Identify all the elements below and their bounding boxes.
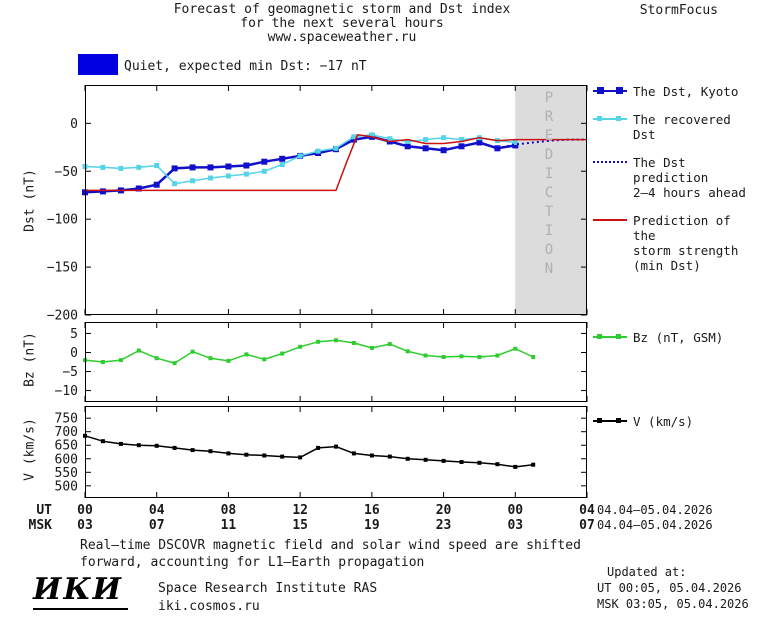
bz-nt-gsm-: [83, 338, 536, 366]
updated-msk-time: MSK 03:05, 05.04.2026: [597, 597, 749, 611]
y-tick-label: 650: [55, 439, 78, 454]
dotted-line-icon: [593, 156, 627, 168]
y-tick-label: 700: [55, 425, 78, 440]
y-tick-label: 750: [55, 412, 78, 427]
v-km-s-: [83, 433, 536, 469]
ut-tick-label: 00: [507, 503, 523, 518]
msk-tick-label: 23: [436, 518, 452, 533]
bz-legend: Bz (nT, GSM): [593, 330, 723, 345]
y-tick-label: −150: [47, 261, 78, 276]
panel-frame: [85, 322, 587, 402]
msk-tick-label: 19: [364, 518, 380, 533]
msk-date-range: 04.04–05.04.2026: [597, 518, 713, 532]
ut-tick-label: 20: [436, 503, 452, 518]
legend-label-storm-prediction: Prediction of the storm strength (min Ds…: [633, 213, 760, 273]
y-tick-label: 5: [70, 327, 78, 342]
msk-tick-label: 03: [77, 518, 93, 533]
legend-label-recovered-dst: The recovered Dst: [633, 112, 731, 142]
ut-row-label: UT: [36, 503, 52, 518]
y-tick-label: 0: [70, 117, 78, 132]
v-legend: V (km/s): [593, 414, 693, 429]
recovered-dst-line-icon: [593, 113, 627, 125]
y-tick-label: −100: [47, 213, 78, 228]
y-tick-label: 500: [55, 479, 78, 494]
y-tick-label: 550: [55, 466, 78, 481]
ut-tick-label: 04: [149, 503, 165, 518]
red-line-icon: [593, 214, 627, 226]
v-axis-label: V (km/s): [22, 418, 38, 481]
legend-label-dst-kyoto: The Dst, Kyoto: [633, 84, 739, 99]
y-tick-label: 0: [70, 346, 78, 361]
iki-site-url: iki.cosmos.ru: [158, 599, 260, 614]
legend-label-storm-line3: (min Dst): [633, 258, 701, 273]
the-recovered-dst: [82, 132, 518, 187]
propagation-note: Real–time DSCOVR magnetic field and sola…: [80, 537, 581, 571]
iki-logo: ИКИ: [33, 572, 128, 610]
title-line-1: Forecast of geomagnetic storm and Dst in…: [173, 2, 511, 17]
msk-tick-label: 07: [149, 518, 165, 533]
ut-tick-label: 12: [292, 503, 308, 518]
legend-label-dst-prediction-line1: The Dst prediction: [633, 155, 709, 185]
spaceweather-url: www.spaceweather.ru: [267, 30, 417, 45]
note-line-2: forward, accounting for L1–Earth propaga…: [80, 555, 425, 570]
status-swatch: [78, 54, 118, 75]
prediction-band-label: PREDICTION: [541, 90, 557, 280]
msk-tick-label: 11: [221, 518, 237, 533]
title-line-2: for the next several hours: [240, 16, 444, 31]
ut-tick-label: 00: [77, 503, 93, 518]
legend-item-dst-prediction: The Dst prediction 2–4 hours ahead: [593, 155, 760, 200]
updated-at-label: Updated at:: [607, 565, 687, 579]
institute-name: Space Research Institute RAS: [158, 581, 378, 596]
msk-row-label: MSK: [29, 518, 53, 533]
dst-legend: The Dst, Kyoto The recovered Dst The Dst…: [593, 84, 760, 273]
legend-label-v: V (km/s): [633, 414, 694, 429]
v-line-icon: [593, 415, 627, 427]
y-tick-label: 600: [55, 452, 78, 467]
legend-label-dst-prediction: The Dst prediction 2–4 hours ahead: [633, 155, 760, 200]
dst-kyoto-line-icon: [593, 85, 627, 97]
updated-ut-time: UT 00:05, 05.04.2026: [597, 581, 742, 595]
legend-item-recovered-dst: The recovered Dst: [593, 112, 760, 142]
page-title: Forecast of geomagnetic storm and Dst in…: [0, 3, 684, 45]
y-tick-label: −50: [55, 165, 78, 180]
y-tick-label: −10: [55, 384, 78, 399]
ut-date-range: 04.04–05.04.2026: [597, 503, 713, 517]
note-line-1: Real–time DSCOVR magnetic field and sola…: [80, 538, 581, 553]
panel-frame: [85, 85, 587, 315]
msk-tick-label: 15: [292, 518, 308, 533]
prediction-of-the-storm-strength-min-dst-: [85, 134, 587, 192]
legend-label-storm-line2: storm strength: [633, 243, 739, 258]
legend-label-dst-prediction-line2: 2–4 hours ahead: [633, 185, 746, 200]
ut-tick-label: 16: [364, 503, 380, 518]
ut-tick-label: 04: [579, 503, 595, 518]
msk-tick-label: 07: [579, 518, 595, 533]
brand-stormfocus: StormFocus: [639, 3, 718, 18]
bz-line-icon: [593, 331, 627, 343]
legend-label-bz: Bz (nT, GSM): [633, 330, 724, 345]
y-tick-label: −5: [62, 365, 78, 380]
legend-item-storm-prediction: Prediction of the storm strength (min Ds…: [593, 213, 760, 273]
ut-tick-label: 08: [221, 503, 237, 518]
msk-tick-label: 03: [507, 518, 523, 533]
prediction-band: [515, 85, 587, 315]
panel-frame: [85, 406, 587, 498]
legend-item-dst-kyoto: The Dst, Kyoto: [593, 84, 760, 99]
y-tick-label: −200: [47, 309, 78, 324]
status-label: Quiet, expected min Dst: −17 nT: [124, 59, 367, 74]
legend-label-storm-line1: Prediction of the: [633, 213, 731, 243]
